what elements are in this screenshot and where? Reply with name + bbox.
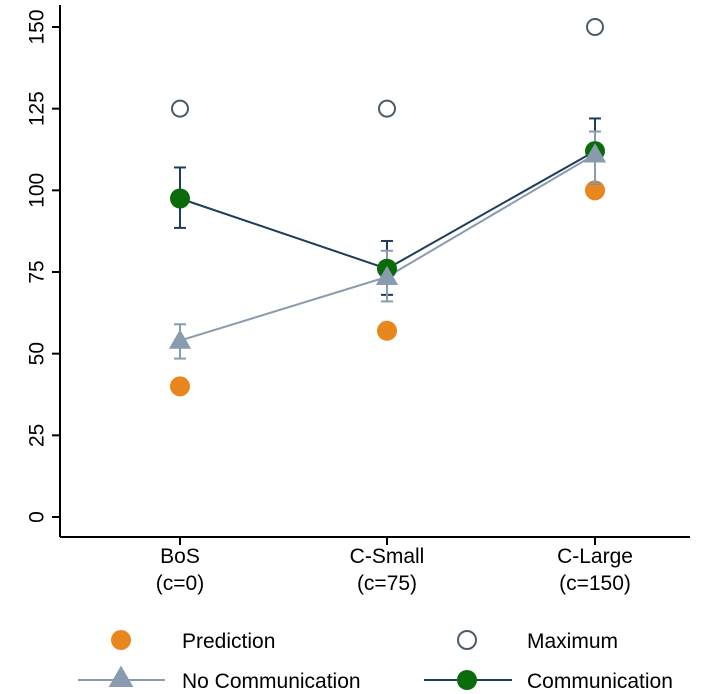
y-tick-label: 0	[26, 511, 49, 523]
x-tick-label-sub: (c=75)	[357, 572, 417, 595]
legend-communication-marker	[457, 670, 477, 690]
x-tick-label: C-Large	[557, 545, 633, 568]
maximum-point	[171, 99, 189, 118]
y-tick-label: 50	[26, 342, 49, 365]
x-tick-label: C-Small	[350, 545, 425, 568]
y-tick-label: 150	[26, 9, 49, 44]
x-tick-label-sub: (c=150)	[559, 572, 631, 595]
x-tick-label-sub: (c=0)	[156, 572, 204, 595]
no-communication-point	[375, 265, 399, 285]
x-tick-label: BoS	[160, 545, 200, 568]
legend-communication-label: Communication	[527, 670, 673, 693]
legend-no-communication-label: No Communication	[182, 670, 361, 693]
no-communication-point	[583, 143, 607, 163]
maximum-point	[586, 18, 604, 36]
no-communication-point	[168, 329, 192, 349]
y-tick-label: 25	[26, 424, 49, 447]
legend-prediction-marker	[111, 630, 131, 650]
legend-maximum-label: Maximum	[527, 630, 618, 653]
legend-no-communication-marker	[108, 665, 134, 687]
y-tick-label: 75	[26, 260, 49, 283]
maximum-point	[378, 99, 396, 118]
legend-prediction-label: Prediction	[182, 630, 275, 653]
prediction-point	[170, 376, 190, 397]
communication-point	[170, 188, 190, 209]
legend-maximum-marker	[457, 630, 477, 650]
y-tick-label: 100	[26, 173, 49, 208]
y-tick-label: 125	[26, 91, 49, 126]
prediction-point	[377, 320, 397, 341]
prediction-point	[585, 180, 605, 201]
